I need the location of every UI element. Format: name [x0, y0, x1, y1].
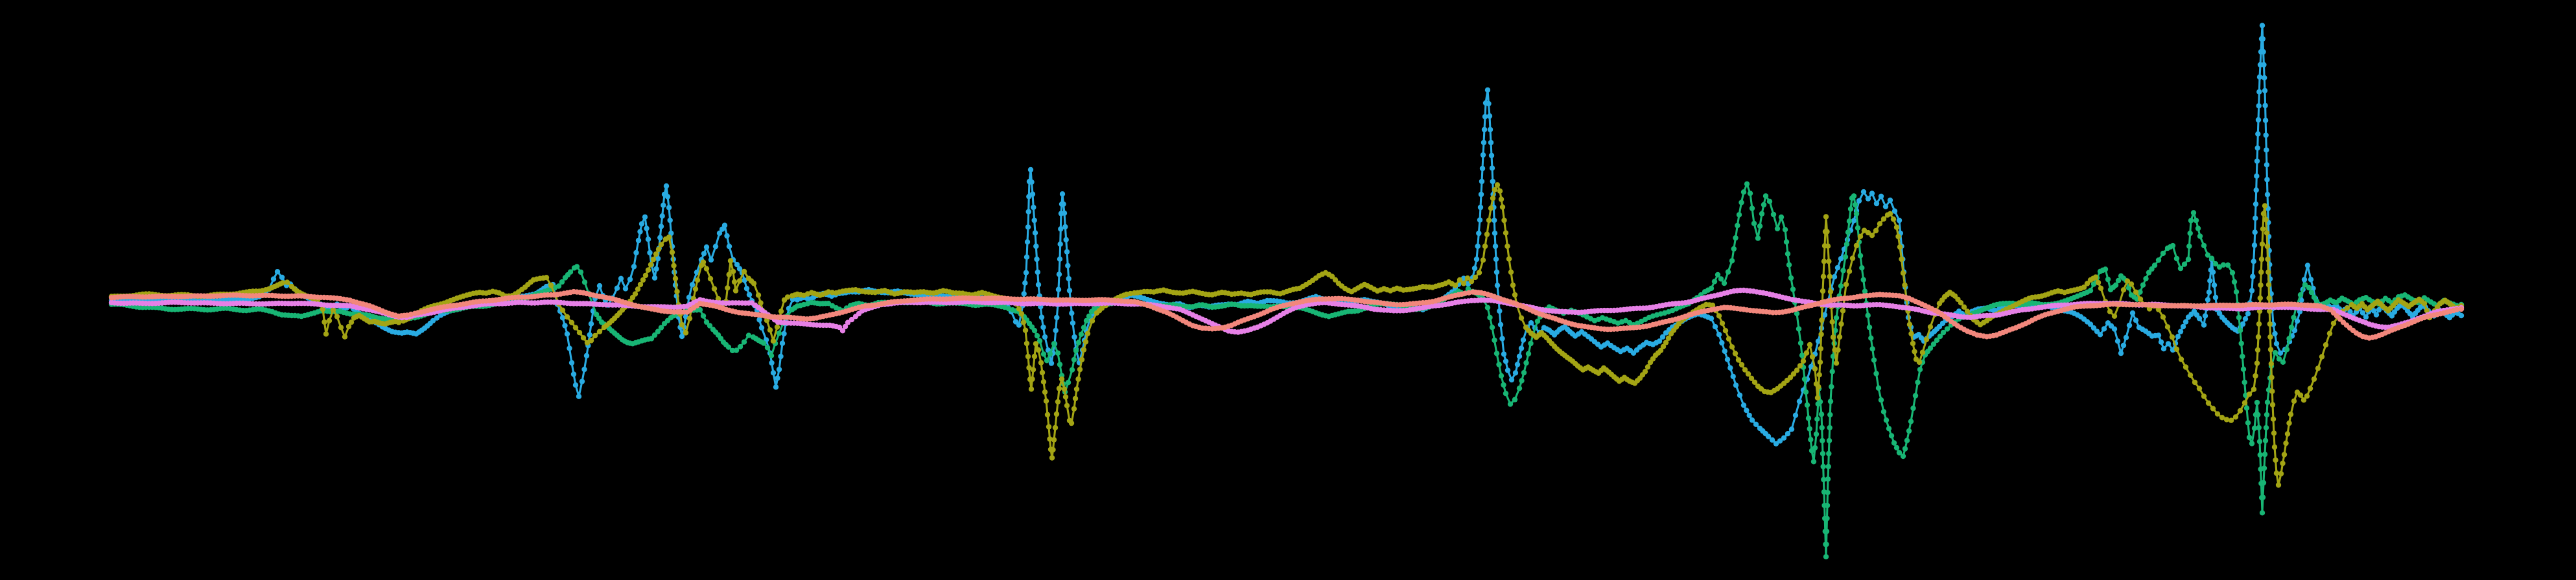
- signal-emerald-line: [110, 183, 2463, 558]
- series-azure-trace: [108, 23, 2465, 447]
- series-salmon-trace: [108, 288, 2465, 341]
- signal-azure-line: [110, 24, 2463, 445]
- signal-olive-line: [110, 183, 2463, 487]
- series-emerald-trace: [108, 181, 2465, 560]
- series-olive-trace: [108, 182, 2465, 488]
